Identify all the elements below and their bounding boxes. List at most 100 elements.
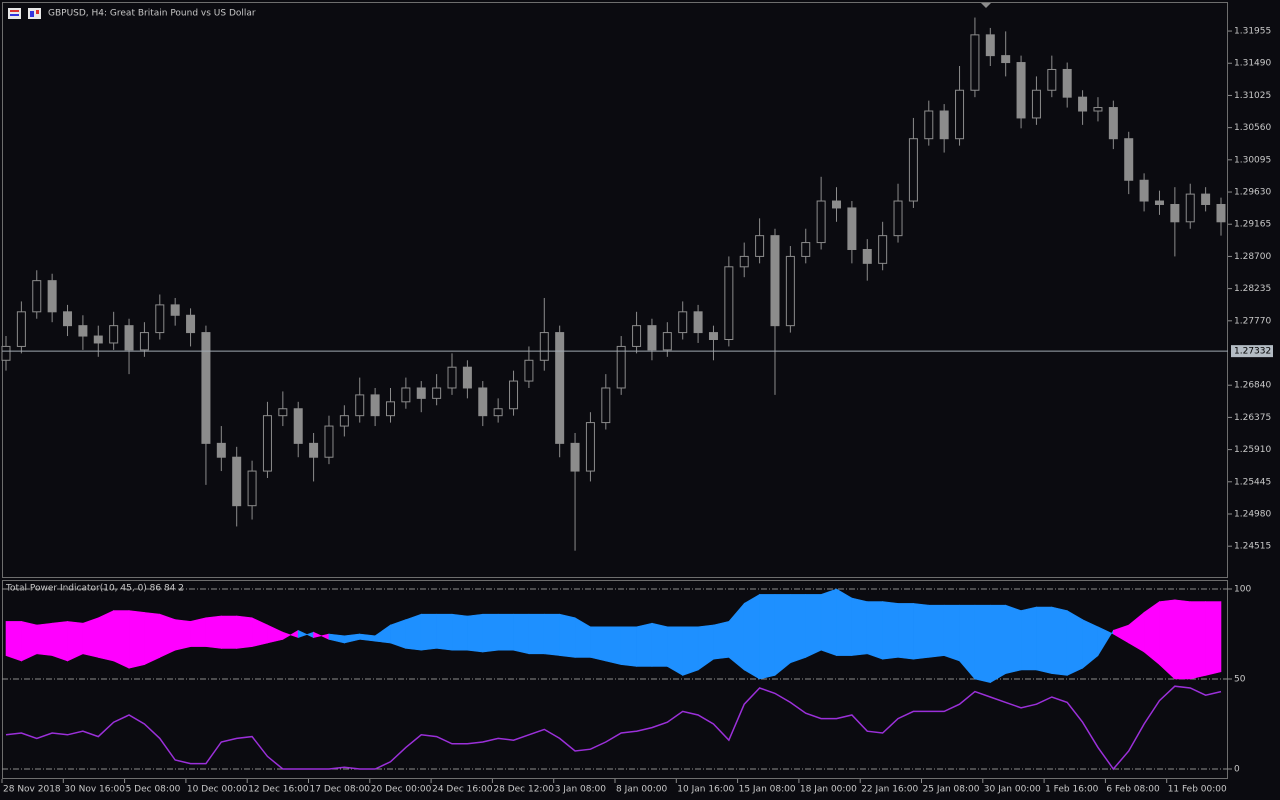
candle-body xyxy=(847,207,857,250)
y-tick-label: 1.29165 xyxy=(1234,220,1271,230)
candle-body xyxy=(447,366,457,389)
candle-body xyxy=(78,325,88,337)
y-tick-label: 1.31955 xyxy=(1234,27,1271,37)
y-tick-label: 1.31490 xyxy=(1234,59,1271,69)
x-tick-label: 3 Jan 08:00 xyxy=(555,785,607,795)
x-tick-label: 10 Dec 00:00 xyxy=(187,785,248,795)
candle-body xyxy=(585,422,595,472)
band-segment xyxy=(67,621,84,662)
band-segment xyxy=(405,613,422,651)
band-segment xyxy=(221,615,237,649)
icon-detail xyxy=(10,10,19,12)
icon[interactable] xyxy=(28,8,41,19)
candle-body xyxy=(201,332,211,444)
x-tick-label: 10 Jan 16:00 xyxy=(677,785,734,795)
candle-body xyxy=(601,387,611,424)
power-band xyxy=(5,588,1222,684)
candle-body xyxy=(16,311,26,347)
candle-body xyxy=(724,266,734,341)
candle-body xyxy=(186,314,196,334)
candle-body xyxy=(1062,68,1072,98)
band-segment xyxy=(790,594,807,664)
candle-body xyxy=(324,425,334,458)
y-tick-label: 1.29630 xyxy=(1234,188,1271,198)
candle-body xyxy=(339,415,349,427)
candle-body xyxy=(524,359,534,382)
candle-body xyxy=(1,345,11,361)
total-power-line xyxy=(5,685,1222,771)
band-segment xyxy=(21,621,38,662)
band-segment xyxy=(743,593,760,680)
band-segment xyxy=(990,604,1006,684)
candle-body xyxy=(801,242,811,257)
candle-body xyxy=(939,110,949,140)
current-price-label: 1.27332 xyxy=(1234,347,1271,357)
y-tick-label: 0 xyxy=(1234,765,1240,775)
shift-marker xyxy=(981,3,991,8)
band-segment xyxy=(1005,604,1022,674)
candle-body xyxy=(616,345,626,389)
band-segment xyxy=(851,597,868,656)
band-segment xyxy=(774,594,791,677)
toolbar-icons xyxy=(8,8,41,19)
candle-body xyxy=(955,89,965,140)
candle-body xyxy=(385,401,395,417)
candle-body xyxy=(770,235,780,327)
band-segment xyxy=(482,613,499,653)
candle-body xyxy=(1001,55,1011,64)
candle-body xyxy=(462,366,472,389)
candle-body xyxy=(247,470,257,507)
candle-body xyxy=(739,255,749,268)
candle-body xyxy=(155,304,165,334)
candle-body xyxy=(1139,179,1149,202)
x-tick-label: 30 Jan 00:00 xyxy=(984,785,1041,795)
icon[interactable] xyxy=(8,8,21,19)
band-segment xyxy=(36,622,53,656)
candle-body xyxy=(878,235,888,264)
candle-body xyxy=(862,248,872,264)
band-segment xyxy=(682,626,699,676)
candles xyxy=(1,17,1226,551)
candle-body xyxy=(1154,200,1164,205)
band-segment xyxy=(174,619,191,651)
candle-body xyxy=(908,138,918,202)
candle-body xyxy=(1031,89,1041,119)
band-segment xyxy=(620,626,637,667)
band-segment xyxy=(128,610,145,669)
y-tick-label: 1.26375 xyxy=(1234,413,1271,423)
x-tick-label: 20 Dec 00:00 xyxy=(371,785,432,795)
candle-body xyxy=(139,332,149,351)
band-segment xyxy=(1159,599,1176,680)
chart-title: GBPUSD, H4: Great Britain Pound vs US Do… xyxy=(48,9,256,19)
band-segment xyxy=(467,613,484,653)
band-segment xyxy=(943,604,960,662)
band-segment xyxy=(144,612,161,666)
candle-body xyxy=(278,408,288,417)
band-segment xyxy=(159,613,176,658)
band-segment xyxy=(543,613,560,656)
candle-body xyxy=(924,110,934,140)
x-tick-label: 25 Jan 08:00 xyxy=(923,785,980,795)
candle-body xyxy=(232,456,242,507)
band-segment xyxy=(436,613,453,651)
icon-detail xyxy=(30,11,34,17)
candle-body xyxy=(109,325,119,344)
band-segment xyxy=(605,626,622,665)
candle-body xyxy=(262,415,272,472)
band-segment xyxy=(236,615,253,649)
band-segment xyxy=(805,594,822,658)
candle-body xyxy=(1093,107,1103,112)
y-tick-label: 1.24515 xyxy=(1234,542,1271,552)
band-segment xyxy=(866,601,883,660)
candle-body xyxy=(832,200,842,209)
x-tick-label: 18 Jan 00:00 xyxy=(800,785,857,795)
x-tick-label: 1 Feb 16:00 xyxy=(1045,785,1099,795)
band-segment xyxy=(5,621,22,662)
band-segment xyxy=(1066,610,1083,676)
candle-body xyxy=(478,387,488,417)
candle-body xyxy=(662,332,672,351)
candle-body xyxy=(416,387,426,399)
band-segment xyxy=(513,613,530,655)
